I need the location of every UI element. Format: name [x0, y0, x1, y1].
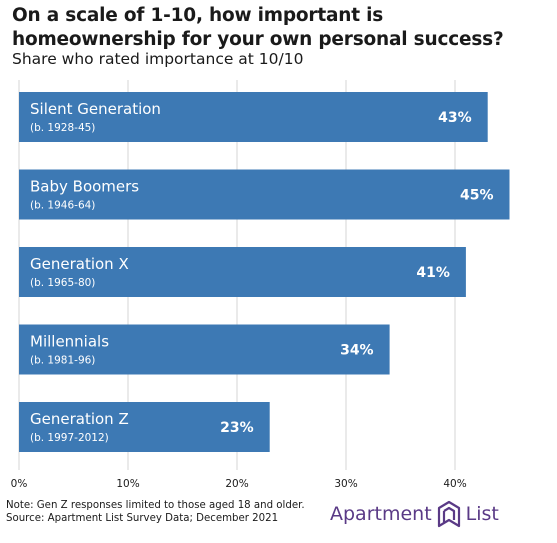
chart-title: On a scale of 1-10, how important is hom… — [12, 5, 504, 50]
source-text: Source: Apartment List Survey Data; Dece… — [6, 513, 279, 524]
bar-birth-years-label: (b. 1997-2012) — [30, 432, 109, 444]
bar — [19, 402, 270, 452]
bar-group: Generation X (b. 1965-80) 41% — [19, 247, 466, 297]
bar-category-label: Baby Boomers — [30, 178, 139, 196]
chart-subtitle: Share who rated importance at 10/10 — [12, 50, 304, 68]
bar — [19, 324, 390, 375]
bar-group: Baby Boomers (b. 1946-64) 45% — [19, 169, 510, 220]
bar-group: Generation Z (b. 1997-2012) 23% — [19, 402, 270, 452]
bar-value-label: 45% — [460, 188, 494, 204]
bars: Silent Generation (b. 1928-45) 43% Baby Boo… — [19, 92, 510, 452]
logo-text-right: List — [465, 503, 499, 525]
bar-birth-years-label: (b. 1965-80) — [30, 277, 95, 289]
x-tick-label: 10% — [116, 478, 139, 490]
bar — [19, 169, 510, 220]
bar-chart: Silent Generation (b. 1928-45) 43% Baby Boo… — [11, 80, 510, 490]
bar-category-label: Generation Z — [30, 410, 129, 428]
apartment-list-logo: Apartment List — [330, 497, 499, 531]
bar-value-label: 34% — [340, 343, 374, 359]
bar-birth-years-label: (b. 1981-96) — [30, 355, 95, 367]
bar-group: Silent Generation (b. 1928-45) 43% — [19, 92, 488, 142]
x-tick-label: 40% — [443, 478, 466, 490]
bar-value-label: 41% — [416, 265, 450, 281]
bar-value-label: 23% — [220, 420, 254, 436]
x-tick-label: 30% — [334, 478, 357, 490]
bar — [19, 92, 488, 142]
note-text: Note: Gen Z responses limited to those a… — [6, 500, 305, 511]
x-axis-ticks: 0% 10% 20% 30% 40% — [11, 478, 467, 490]
bar-group: Millennials (b. 1981-96) 34% — [19, 324, 390, 375]
bar-category-label: Generation X — [30, 255, 129, 273]
x-tick-label: 20% — [225, 478, 248, 490]
bar-category-label: Millennials — [30, 333, 109, 351]
apartment-list-logo-icon — [437, 500, 460, 528]
bar-category-label: Silent Generation — [30, 100, 161, 118]
logo-text-left: Apartment — [330, 503, 432, 525]
bar-value-label: 43% — [438, 110, 472, 126]
bar-birth-years-label: (b. 1928-45) — [30, 122, 95, 134]
bar — [19, 247, 466, 297]
x-tick-label: 0% — [11, 478, 28, 490]
bar-birth-years-label: (b. 1946-64) — [30, 200, 95, 212]
